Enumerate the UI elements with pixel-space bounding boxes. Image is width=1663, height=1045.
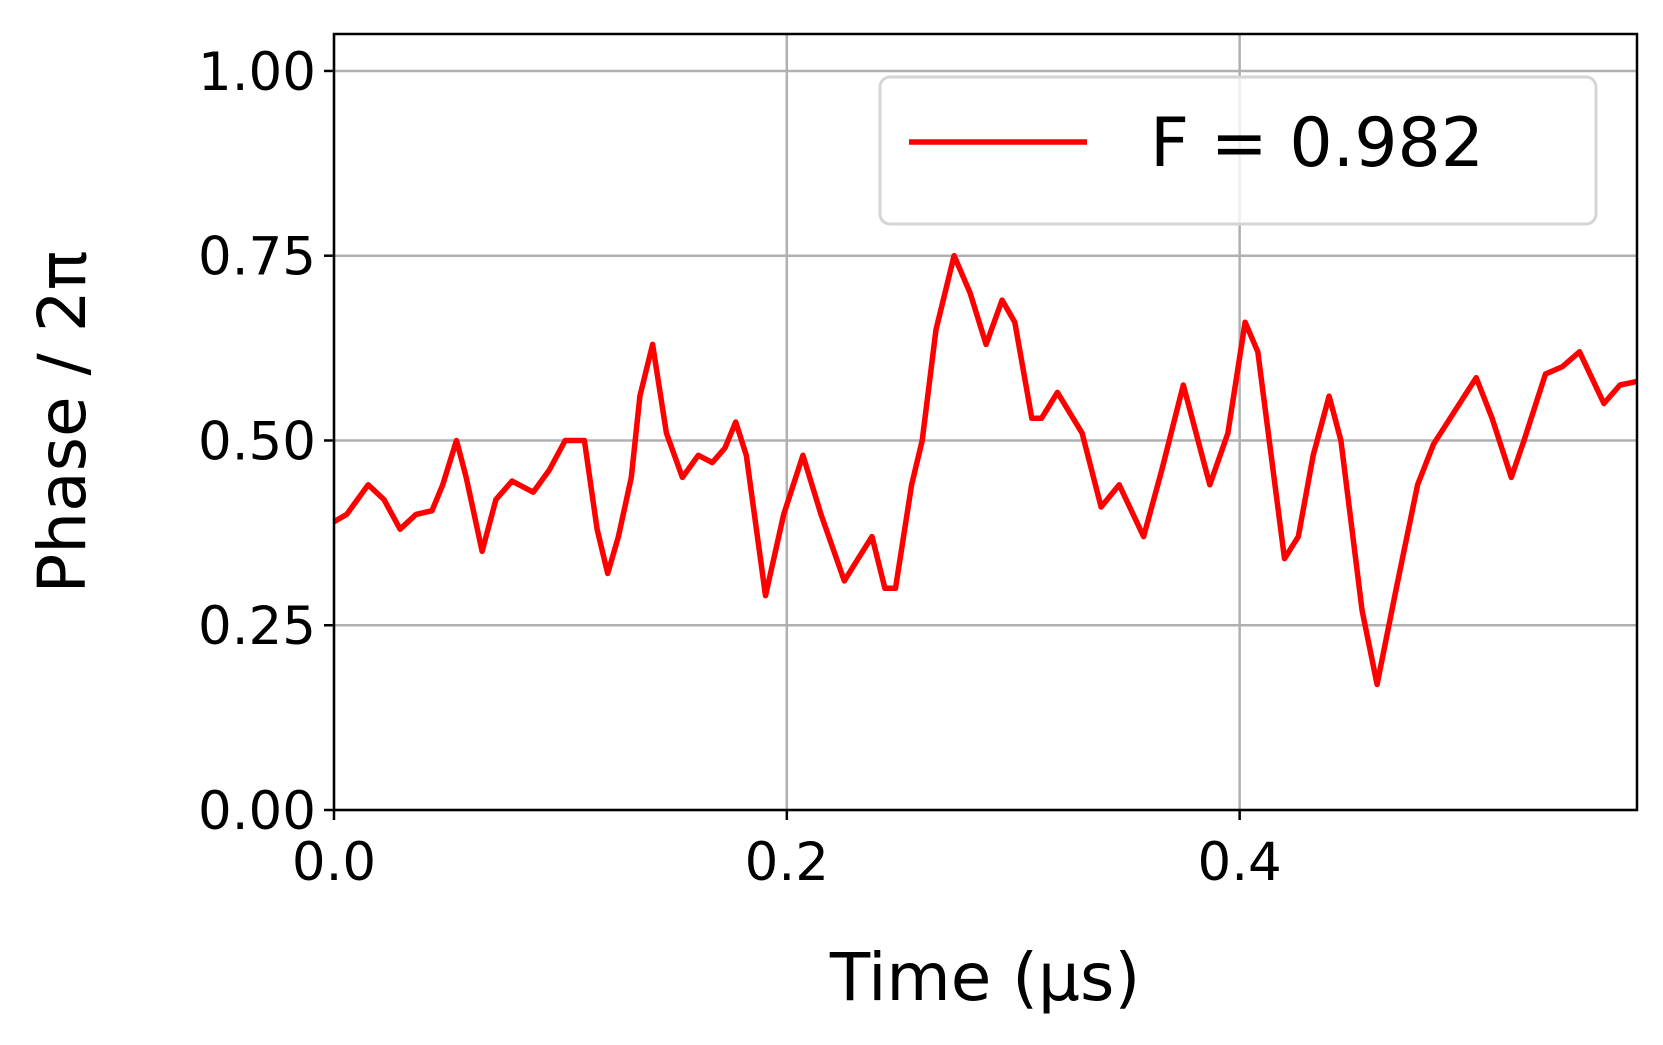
y-tick-label: 0.00 bbox=[198, 781, 316, 842]
x-axis-label: Time (μs) bbox=[829, 939, 1140, 1016]
y-tick-label: 0.50 bbox=[198, 411, 316, 472]
y-tick-label: 1.00 bbox=[198, 42, 316, 103]
legend-label: F = 0.982 bbox=[1150, 104, 1484, 183]
data-line bbox=[332, 252, 1638, 688]
y-tick-label: 0.75 bbox=[198, 227, 316, 288]
x-tick-label: 0.0 bbox=[292, 832, 376, 893]
plot-frame bbox=[332, 32, 1639, 812]
y-tick-label: 0.25 bbox=[198, 596, 316, 657]
x-tick-label: 0.4 bbox=[1197, 832, 1281, 893]
y-axis-label: Phase / 2π bbox=[24, 251, 101, 594]
legend-box bbox=[878, 75, 1598, 226]
x-tick-label: 0.2 bbox=[745, 832, 829, 893]
